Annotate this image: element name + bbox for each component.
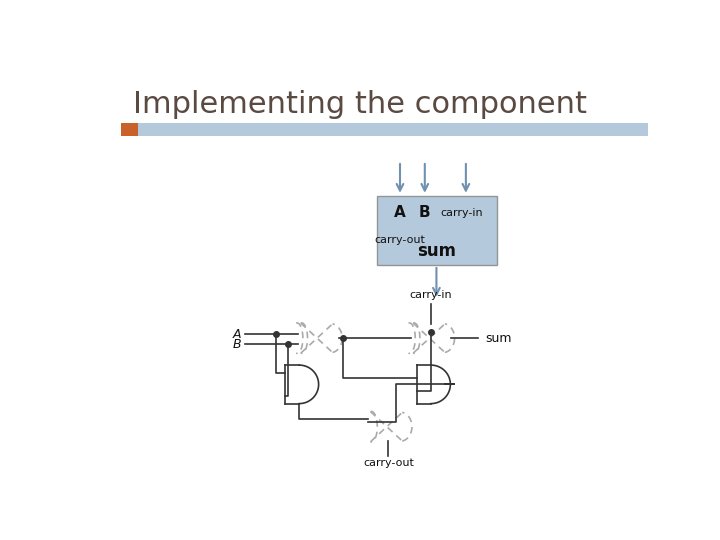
Text: carry-in: carry-in <box>441 208 483 218</box>
Text: sum: sum <box>485 332 512 345</box>
Text: carry-in: carry-in <box>410 289 452 300</box>
Text: B: B <box>233 338 241 351</box>
Text: A: A <box>394 205 406 220</box>
Text: B: B <box>419 205 431 220</box>
Bar <box>377 195 497 265</box>
Bar <box>121 123 648 137</box>
Text: sum: sum <box>417 242 456 260</box>
Text: A: A <box>233 328 241 341</box>
Text: carry-out: carry-out <box>374 235 426 245</box>
Bar <box>121 123 138 137</box>
Text: carry-out: carry-out <box>363 457 414 468</box>
Text: Implementing the component: Implementing the component <box>132 90 587 119</box>
